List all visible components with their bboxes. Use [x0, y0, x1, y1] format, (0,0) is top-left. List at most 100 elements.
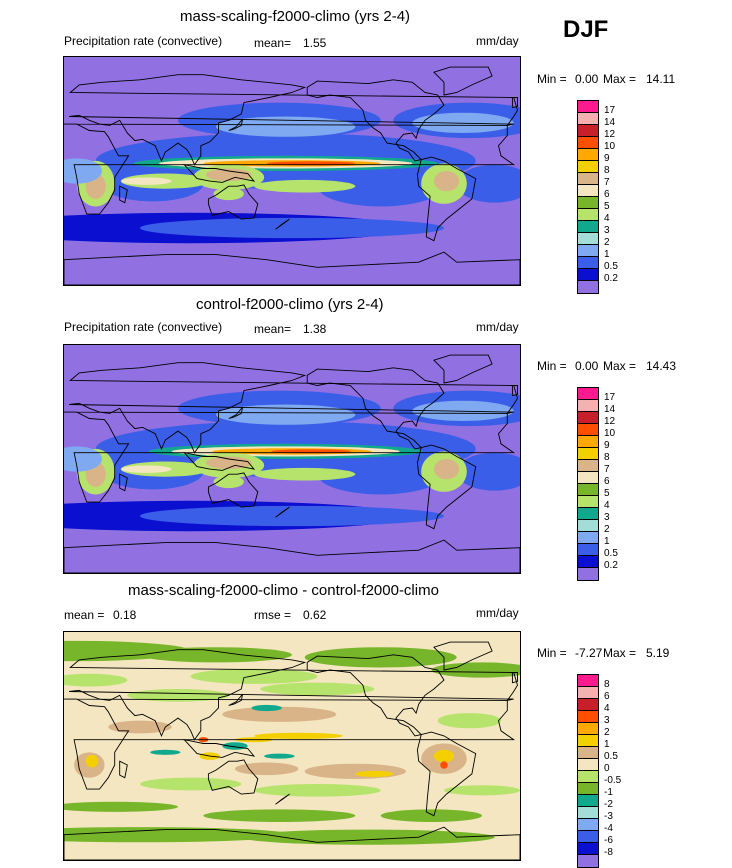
pacific-track-core	[216, 116, 356, 137]
negative-anomaly-5	[241, 829, 495, 845]
panel3-max-label: Max =	[603, 646, 637, 660]
weak-negative-0	[190, 668, 318, 684]
south-atlantic-moist	[456, 452, 520, 491]
colorbar-tick-label: 5	[604, 201, 610, 212]
colorbar-swatch	[578, 544, 598, 556]
panel3-title: mass-scaling-f2000-climo - control-f2000…	[128, 582, 439, 599]
strong-negative-3	[150, 749, 181, 755]
coastline-new-zealand	[275, 793, 290, 805]
panel3-map-svg	[64, 632, 520, 860]
colorbar-swatch	[578, 209, 598, 221]
colorbar-swatch	[578, 281, 598, 293]
colorbar-tick-label: 3	[604, 715, 610, 726]
coastline-uk	[511, 672, 518, 684]
coastline-uk	[511, 385, 518, 397]
north-australia	[213, 187, 244, 201]
colorbar-swatch	[578, 436, 598, 448]
positive-anomaly-0	[222, 706, 337, 722]
coastline-australia	[207, 472, 259, 508]
panel2-map-svg	[64, 345, 520, 573]
panel2-variable-label: Precipitation rate (convective)	[64, 320, 223, 334]
coastline-uk	[511, 97, 518, 109]
panel1-mean-value: 1.55	[303, 36, 327, 50]
coastline-greenland	[433, 641, 493, 671]
colorbar-tick-label: -2	[604, 799, 613, 810]
coastline-africa	[64, 123, 516, 215]
colorbar-swatch	[578, 149, 598, 161]
colorbar-swatch	[578, 257, 598, 269]
strong-positive-0	[254, 732, 343, 740]
indian-ocean-core	[121, 177, 172, 185]
panel1-units: mm/day	[476, 34, 519, 48]
coastline-eurasia	[69, 362, 518, 454]
panel3-mean-value: 0.18	[113, 608, 137, 622]
colorbar-swatch	[578, 831, 598, 843]
colorbar-swatch	[578, 173, 598, 185]
panel3-max-value: 5.19	[646, 646, 670, 660]
colorbar-swatch	[578, 747, 598, 759]
coastline-australia	[207, 184, 259, 220]
panel1-min-value: 0.00	[575, 72, 599, 86]
colorbar-tick-label: 4	[604, 213, 610, 224]
panel3-units: mm/day	[476, 606, 519, 620]
coastline-africa	[64, 411, 516, 503]
coastline-new-zealand	[275, 218, 290, 230]
colorbar-swatch	[578, 233, 598, 245]
colorbar-tick-label: 12	[604, 416, 616, 427]
amazon-convection-core	[433, 171, 460, 192]
coastline-madagascar	[119, 185, 128, 204]
strong-positive-3	[355, 770, 394, 778]
indian-ocean-core	[121, 465, 172, 473]
negative-anomaly-4	[64, 827, 292, 843]
coastline-antarctica	[64, 826, 520, 860]
colorbar-tick-label: 9	[604, 440, 610, 451]
colorbar-tick-label: 17	[604, 105, 616, 116]
strong-negative-0	[222, 742, 248, 750]
panel3-colorbar	[577, 674, 599, 868]
coastline-japan	[228, 118, 244, 131]
colorbar-swatch	[578, 113, 598, 125]
panel2-title: control-f2000-climo (yrs 2-4)	[196, 296, 384, 313]
colorbar-swatch	[578, 843, 598, 855]
colorbar-tick-label: 2	[604, 727, 610, 738]
panel3-rmse-label: rmse =	[254, 608, 292, 622]
north-australia	[213, 475, 244, 489]
colorbar-tick-label: 7	[604, 464, 610, 475]
colorbar-tick-label: 1	[604, 249, 610, 260]
panel1-map-svg	[64, 57, 520, 285]
colorbar-swatch	[578, 245, 598, 257]
coastline-north-america	[306, 654, 445, 737]
panel1-map	[63, 56, 521, 286]
colorbar-swatch	[578, 496, 598, 508]
colorbar-tick-label: 0.5	[604, 751, 618, 762]
colorbar-swatch	[578, 675, 598, 687]
panel1-colorbar	[577, 100, 599, 294]
colorbar-tick-label: 6	[604, 691, 610, 702]
negative-anomaly-8	[64, 801, 178, 812]
spcz-band	[254, 467, 356, 481]
colorbar-swatch	[578, 855, 598, 867]
panel1-max-value: 14.11	[646, 72, 676, 86]
positive-anomaly-1	[304, 763, 406, 779]
colorbar-swatch	[578, 771, 598, 783]
panel1-mean-label: mean=	[254, 36, 292, 50]
colorbar-tick-label: 9	[604, 153, 610, 164]
panel2-min-value: 0.00	[575, 359, 599, 373]
negative-anomaly-2	[304, 647, 457, 668]
colorbar-tick-label: 3	[604, 225, 610, 236]
positive-anomaly-2	[235, 762, 299, 776]
panel2-colorbar	[577, 387, 599, 581]
colorbar-tick-label: 0.5	[604, 548, 618, 559]
colorbar-tick-label: 0.2	[604, 273, 618, 284]
colorbar-tick-label: 14	[604, 117, 616, 128]
coastline-greenland	[433, 354, 493, 384]
colorbar-swatch	[578, 484, 598, 496]
colorbar-tick-label: 0.2	[604, 560, 618, 571]
coastline-indonesia	[183, 164, 256, 183]
panel1-min-label: Min =	[537, 72, 567, 86]
coastline-japan	[228, 406, 244, 419]
colorbar-tick-label: -4	[604, 823, 613, 834]
colorbar-tick-label: 10	[604, 141, 616, 152]
panel3-mean-label: mean =	[64, 608, 105, 622]
panel3-rmse-value: 0.62	[303, 608, 327, 622]
